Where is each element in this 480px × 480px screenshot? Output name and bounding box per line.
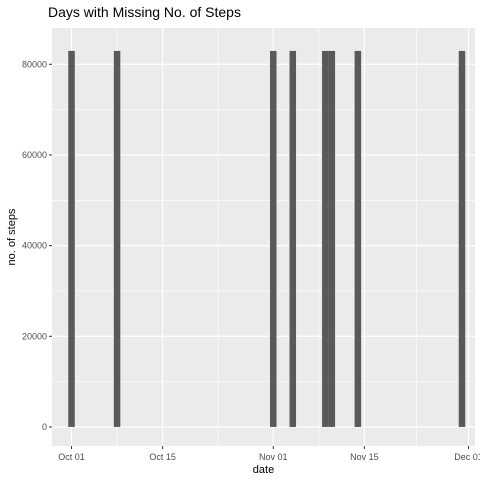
bar (328, 50, 336, 427)
x-axis-title: date (253, 464, 274, 476)
bar (354, 50, 362, 427)
y-tick-label: 0 (42, 422, 47, 432)
x-tick-label: Oct 15 (149, 452, 176, 462)
x-tick-label: Dec 01 (454, 452, 480, 462)
bar (458, 50, 466, 427)
y-axis-title: no. of steps (6, 208, 18, 265)
axes: 0 20000 40000 60000 80000 Oct 01 Oct 15 Nov 01 N… (22, 59, 480, 462)
x-tick-label: Nov 15 (350, 452, 379, 462)
bar (113, 50, 121, 427)
y-tick-label: 40000 (22, 241, 47, 251)
bar (289, 50, 297, 427)
bars (68, 50, 466, 427)
plot-panel (52, 28, 475, 446)
bar (322, 50, 329, 427)
chart-title: Days with Missing No. of Steps (48, 4, 241, 20)
x-tick-label: Oct 01 (58, 452, 85, 462)
bar (68, 50, 75, 427)
x-tick-label: Nov 01 (259, 452, 288, 462)
y-tick-label: 60000 (22, 150, 47, 160)
bar (270, 50, 277, 427)
y-tick-label: 20000 (22, 331, 47, 341)
y-tick-label: 80000 (22, 59, 47, 69)
